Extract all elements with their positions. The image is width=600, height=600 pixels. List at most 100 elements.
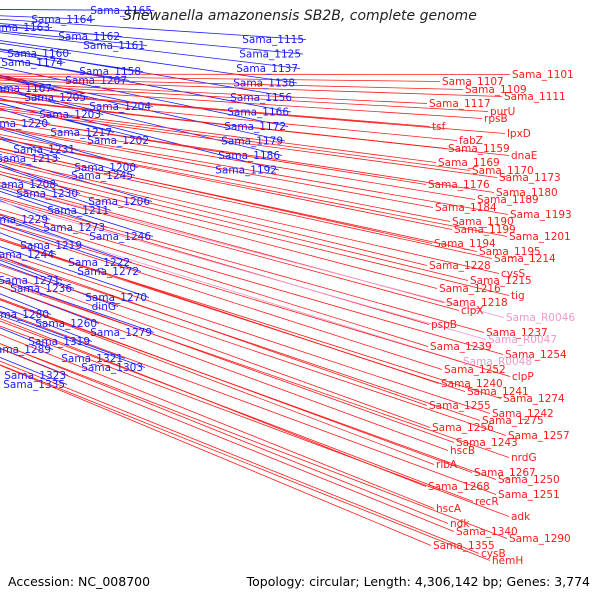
left-gene-label: Sama_1289: [0, 344, 51, 356]
leader-line: [0, 127, 434, 208]
leader-line: [0, 239, 466, 392]
left-gene-label: Sama_1244: [0, 249, 54, 261]
leader-line: [0, 264, 507, 436]
left-gene-label: Sama_1245: [71, 170, 133, 182]
right-gene-label: Sama_1267: [474, 467, 536, 479]
inner-gene-label: Sama_1137: [236, 63, 298, 75]
right-gene-label: Sama_1251: [498, 489, 560, 501]
right-gene-label: Sama_1107: [442, 76, 504, 88]
left-gene-label: Sama_1280: [0, 309, 49, 321]
right-gene-label: adk: [511, 511, 531, 523]
right-gene-label: Sama_1241: [467, 386, 529, 398]
left-gene-label: Sama_1213: [0, 153, 58, 165]
left-gene-label: Sama_1220: [0, 118, 48, 130]
leader-line: [0, 239, 502, 399]
leader-line: [0, 173, 112, 211]
leader-line: [0, 185, 505, 318]
right-gene-label: Sama_1250: [498, 474, 560, 486]
leader-line: [0, 57, 292, 113]
left-gene-label: Sama_1202: [87, 135, 149, 147]
leader-line: [0, 166, 469, 281]
right-gene-label: Sama_1240: [441, 378, 503, 390]
left-gene-label: Sama_1208: [0, 179, 56, 191]
inner-gene-label: Sama_1179: [221, 136, 283, 148]
leader-line: [0, 348, 455, 532]
right-gene-label: Sama_1255: [429, 400, 491, 412]
leader-line: [0, 187, 154, 237]
leader-line: [0, 109, 498, 178]
leader-line: [0, 334, 435, 509]
right-gene-label: fabZ: [459, 135, 483, 147]
right-gene-label: Sama_1170: [472, 165, 534, 177]
leader-line: [0, 278, 155, 333]
inner-gene-label: Sama_1166: [227, 107, 289, 119]
leader-line: [0, 217, 133, 263]
leader-line: [0, 134, 451, 222]
left-gene-label: Sama_1158: [79, 66, 141, 78]
right-gene-label: Sama_1215: [470, 275, 532, 287]
leader-line: [0, 107, 471, 171]
right-gene-label: Sama_1193: [510, 209, 572, 221]
left-gene-label: Sama_1271: [0, 275, 60, 287]
leader-line: [0, 138, 453, 230]
leader-line: [0, 364, 491, 561]
left-gene-label: Sama_1335: [3, 379, 65, 391]
right-gene-label: Sama_1257: [508, 430, 570, 442]
right-gene-label: clpX: [461, 305, 484, 317]
leader-line: [0, 103, 152, 141]
right-gene-label: Sama_R0046: [506, 312, 575, 324]
leader-line: [0, 89, 104, 115]
left-gene-label: Sama_1230: [16, 188, 78, 200]
leader-line: [0, 320, 474, 502]
left-gene-label: Sama_1219: [20, 240, 82, 252]
leader-line: [0, 75, 441, 82]
leader-line: [0, 126, 509, 215]
right-gene-label: clpP: [512, 371, 534, 383]
right-gene-label: nrdG: [511, 452, 537, 464]
left-gene-label: Sama_1260: [35, 318, 97, 330]
left-gene-label: Sama_1167: [0, 83, 52, 95]
right-gene-label: purU: [490, 106, 515, 118]
map-title: Shewanella amazonensis SB2B, complete ge…: [123, 8, 477, 24]
leader-line: [0, 299, 435, 465]
left-gene-label: Sama_1206: [88, 196, 150, 208]
left-gene-label: Sama_1162: [58, 31, 120, 43]
left-gene-label: Sama_1246: [89, 231, 151, 243]
right-gene-label: Sama_1239: [430, 341, 492, 353]
right-gene-label: Sama_1184: [435, 202, 497, 214]
leader-line: [0, 73, 511, 75]
right-gene-label: Sama_1254: [505, 349, 567, 361]
leader-line: [0, 343, 449, 524]
right-gene-label: Sama_1216: [439, 283, 501, 295]
leader-line: [0, 227, 443, 370]
leader-line: [0, 57, 130, 81]
leader-line: [0, 15, 96, 20]
leader-line: [0, 315, 146, 368]
right-gene-label: Sama_1117: [429, 98, 491, 110]
right-gene-label: Sama_1252: [444, 364, 506, 376]
leader-line: [0, 312, 126, 359]
leader-line: [0, 86, 483, 119]
left-gene-label: Sama_1319: [28, 336, 90, 348]
right-gene-label: Sama_1242: [492, 408, 554, 420]
leader-line: [0, 136, 136, 176]
left-gene-label: Sama_1273: [43, 222, 105, 234]
left-gene-label: Sama_1270: [85, 292, 147, 304]
right-gene-label: Sama_1194: [434, 238, 496, 250]
right-gene-label: cysB: [481, 548, 506, 560]
left-gene-label: Sama_1203: [39, 109, 101, 121]
leader-line: [0, 84, 489, 112]
leader-line: [0, 213, 429, 347]
leader-line: [0, 223, 142, 272]
left-gene-label: Sama_1272: [77, 266, 139, 278]
right-gene-label: Sama_1109: [465, 84, 527, 96]
inner-gene-label: Sama_1186: [218, 150, 280, 162]
inner-gene-label: Sama_1172: [224, 121, 286, 133]
leader-line: [0, 271, 431, 428]
leader-line: [0, 201, 487, 340]
right-gene-label: Sama_1111: [504, 91, 566, 103]
label-leader-lines: [0, 9, 511, 561]
right-gene-label: hemH: [492, 555, 523, 567]
left-gene-label: Sama_1303: [81, 362, 143, 374]
